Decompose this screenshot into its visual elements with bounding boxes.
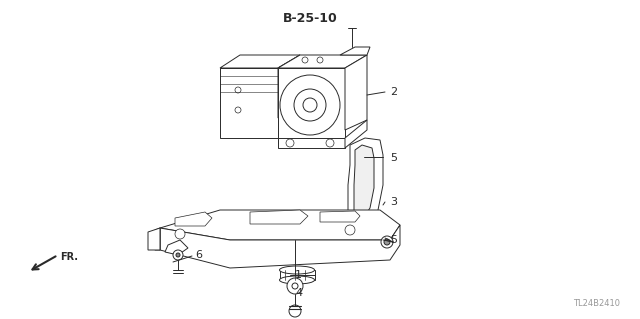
Ellipse shape bbox=[280, 266, 314, 274]
Polygon shape bbox=[155, 228, 160, 250]
Text: 6: 6 bbox=[195, 250, 202, 260]
Circle shape bbox=[175, 229, 185, 239]
Circle shape bbox=[326, 139, 334, 147]
Circle shape bbox=[345, 225, 355, 235]
Ellipse shape bbox=[280, 276, 314, 284]
Polygon shape bbox=[220, 55, 300, 68]
Polygon shape bbox=[148, 228, 160, 250]
Polygon shape bbox=[345, 55, 367, 130]
Text: TL24B2410: TL24B2410 bbox=[573, 299, 620, 308]
Circle shape bbox=[384, 239, 390, 245]
Polygon shape bbox=[348, 138, 383, 230]
Text: 3: 3 bbox=[390, 197, 397, 207]
Polygon shape bbox=[160, 225, 400, 268]
Circle shape bbox=[352, 151, 364, 163]
Circle shape bbox=[235, 107, 241, 113]
Text: 5: 5 bbox=[390, 235, 397, 245]
Polygon shape bbox=[354, 145, 374, 222]
Circle shape bbox=[235, 87, 241, 93]
Circle shape bbox=[302, 57, 308, 63]
Polygon shape bbox=[345, 120, 367, 148]
Polygon shape bbox=[160, 210, 400, 240]
Polygon shape bbox=[165, 240, 188, 255]
Polygon shape bbox=[278, 55, 300, 118]
Text: 1: 1 bbox=[295, 270, 302, 280]
Circle shape bbox=[176, 253, 180, 257]
Circle shape bbox=[280, 75, 340, 135]
Circle shape bbox=[364, 211, 372, 219]
Polygon shape bbox=[250, 210, 308, 224]
Circle shape bbox=[286, 139, 294, 147]
Polygon shape bbox=[280, 270, 315, 280]
Circle shape bbox=[287, 278, 303, 294]
Polygon shape bbox=[278, 68, 345, 143]
Text: 2: 2 bbox=[390, 87, 397, 97]
Circle shape bbox=[303, 98, 317, 112]
Text: B-25-10: B-25-10 bbox=[283, 11, 337, 25]
Circle shape bbox=[173, 250, 183, 260]
Circle shape bbox=[355, 154, 361, 160]
Text: 4: 4 bbox=[295, 288, 302, 298]
Polygon shape bbox=[340, 47, 370, 55]
Polygon shape bbox=[220, 68, 278, 138]
Circle shape bbox=[294, 89, 326, 121]
Circle shape bbox=[317, 57, 323, 63]
Circle shape bbox=[289, 305, 301, 317]
Text: FR.: FR. bbox=[60, 252, 78, 262]
Circle shape bbox=[292, 283, 298, 289]
Polygon shape bbox=[278, 138, 345, 148]
Text: 5: 5 bbox=[390, 153, 397, 163]
Circle shape bbox=[381, 236, 393, 248]
Polygon shape bbox=[278, 55, 367, 68]
Polygon shape bbox=[320, 211, 360, 222]
Polygon shape bbox=[175, 212, 212, 226]
